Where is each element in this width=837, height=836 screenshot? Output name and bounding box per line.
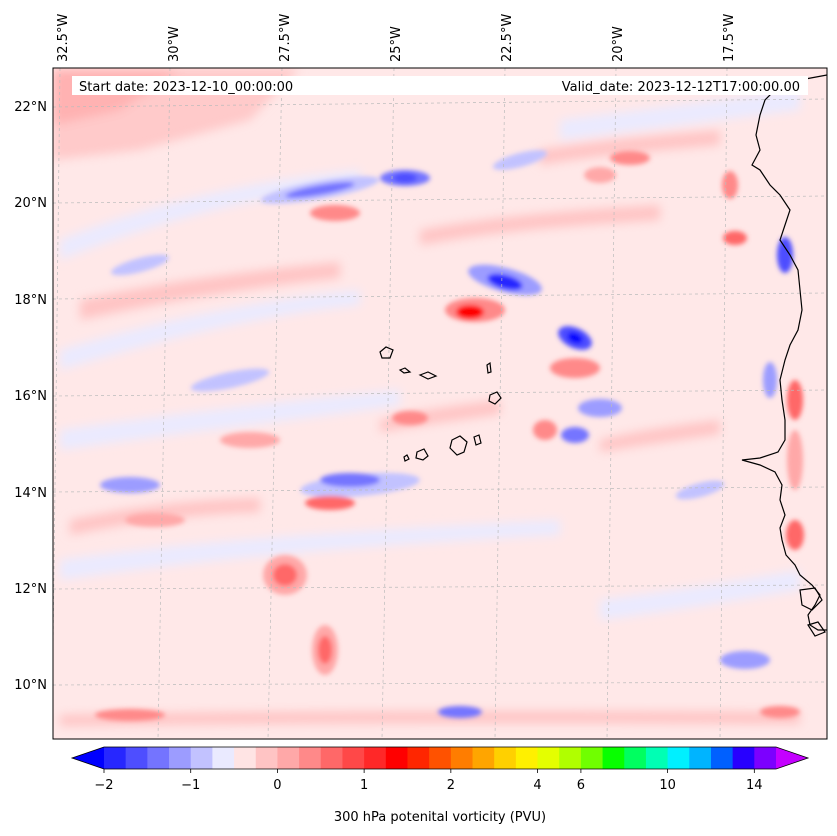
colorbar-cell (689, 747, 712, 769)
colorbar-cell (450, 747, 474, 769)
colorbar-cell (472, 747, 495, 769)
lon-tick: 32.5°W (56, 14, 71, 62)
colorbar-cell (234, 747, 257, 769)
colorbar-cell (710, 747, 734, 769)
map-background (53, 68, 827, 739)
colorbar: −2 −1 0 1 2 4 6 10 14 300 hPa potenital vorticit… (70, 746, 810, 825)
colorbar-cell (299, 747, 322, 769)
colorbar-cell (494, 747, 517, 769)
colorbar-cell (602, 747, 625, 769)
colorbar-cell (104, 747, 127, 769)
lat-tick: 18°N (14, 293, 47, 308)
colorbar-cell (667, 747, 690, 769)
pv-anomalies (95, 150, 804, 721)
date-banner (72, 76, 808, 95)
colorbar-cell (537, 747, 560, 769)
colorbar-tick-label: −2 (94, 778, 113, 793)
colorbar-tick-label: 10 (659, 778, 676, 793)
colorbar-cell (407, 747, 430, 769)
colorbar-cell (125, 747, 148, 769)
coastlines (379, 74, 827, 637)
colorbar-cell (212, 747, 235, 769)
colorbar-cell (364, 747, 387, 769)
colorbar-cell (559, 747, 582, 769)
colorbar-extend-high (776, 747, 808, 769)
lon-tick: 22.5°W (500, 14, 515, 62)
colorbar-cell (169, 747, 192, 769)
lon-tick: 27.5°W (278, 14, 293, 62)
lon-tick: 20°W (611, 26, 626, 62)
lat-tick: 10°N (14, 678, 47, 693)
colorbar-cell (385, 747, 409, 769)
lat-tick: 20°N (14, 196, 47, 211)
colorbar-cell (255, 747, 279, 769)
colorbar-cell (624, 747, 647, 769)
colorbar-tick-label: 14 (746, 778, 763, 793)
lat-tick: 12°N (14, 582, 47, 597)
colorbar-tick-label: 1 (360, 778, 368, 793)
colorbar-cell (429, 747, 452, 769)
map-frame (52, 67, 828, 740)
start-date: Start date: 2023-12-10_00:00:00 (79, 80, 293, 95)
valid-date: Valid_date: 2023-12-12T17:00:00.00 (562, 80, 800, 95)
colorbar-tick-label: 2 (447, 778, 455, 793)
lon-tick: 17.5°W (722, 14, 737, 62)
map-area: Start date: 2023-12-10_00:00:00 Valid_da… (53, 68, 827, 739)
colorbar-cell (147, 747, 170, 769)
lat-tick: 22°N (14, 100, 47, 115)
lat-tick: 16°N (14, 389, 47, 404)
lat-tick-labels: 22°N 20°N 18°N 16°N 14°N 12°N 10°N (14, 100, 47, 693)
colorbar-cell (277, 747, 300, 769)
lon-tick: 30°W (167, 26, 182, 62)
colorbar-tick-label: 4 (533, 778, 541, 793)
colorbar-tick-label: −1 (181, 778, 200, 793)
colorbar-cell (320, 747, 344, 769)
colorbar-label: 300 hPa potenital vorticity (PVU) (334, 810, 546, 825)
colorbar-cell (754, 747, 777, 769)
lat-tick: 14°N (14, 486, 47, 501)
lon-tick: 25°W (389, 26, 404, 62)
lon-tick-labels: 32.5°W 30°W 27.5°W 25°W 22.5°W 20°W 17.5… (56, 14, 737, 62)
colorbar-cell (645, 747, 669, 769)
colorbar-cell (732, 747, 755, 769)
colorbar-tick-label: 0 (273, 778, 281, 793)
colorbar-cell (515, 747, 539, 769)
colorbar-tick-label: 6 (577, 778, 585, 793)
colorbar-cell (190, 747, 213, 769)
colorbar-cell (342, 747, 365, 769)
colorbar-cell (580, 747, 604, 769)
colorbar-extend-low (72, 747, 104, 769)
